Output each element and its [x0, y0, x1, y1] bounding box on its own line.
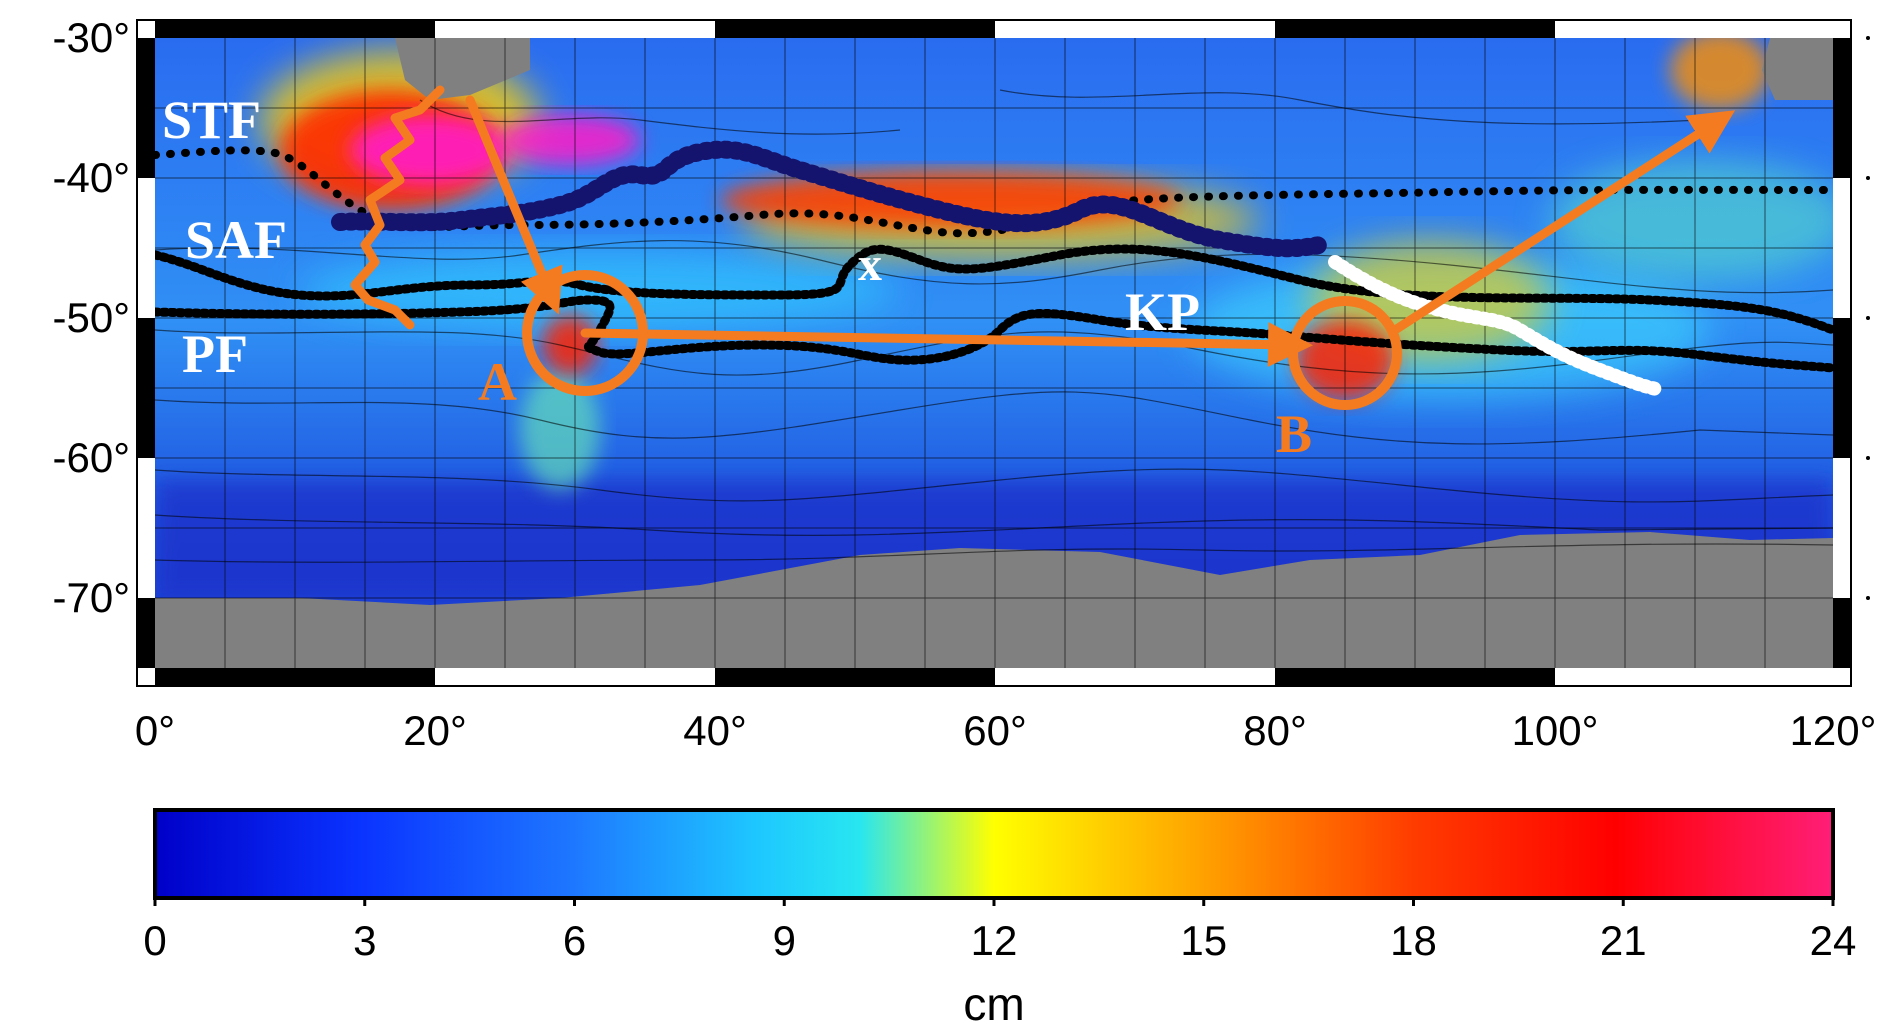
- colorbar-tick-label: 9: [773, 917, 796, 964]
- colorbar-tick-label: 6: [563, 917, 586, 964]
- map-area: STF SAF PF A B KP x: [155, 38, 1833, 668]
- orange-zigzag-track: [350, 85, 445, 330]
- y-axis-labels: -30° -40° -50° -60° -70°: [53, 14, 131, 621]
- colorbar-ticks: [153, 898, 1835, 906]
- colorbar-tick-label: 15: [1180, 917, 1227, 964]
- x-axis-labels: 0° 20° 40° 60° 80° 100° 120°: [135, 707, 1877, 754]
- saf-label: SAF: [185, 210, 287, 270]
- grid-lines: [155, 38, 1833, 668]
- x-tick-label: 100°: [1512, 707, 1599, 754]
- white-track: [1328, 255, 1667, 397]
- y-tick-label: -70°: [53, 574, 131, 621]
- region-b-label: B: [1276, 404, 1312, 464]
- pf-front-line: [155, 295, 1833, 373]
- colorbar-gradient: [153, 808, 1835, 900]
- transport-arrows: [465, 95, 1736, 368]
- x-tick-label: 20°: [403, 707, 467, 754]
- bathymetry-contours: [155, 89, 1833, 563]
- colorbar-tick-label: 12: [971, 917, 1018, 964]
- y-tick-label: -60°: [53, 434, 131, 481]
- x-tick-label: 40°: [683, 707, 747, 754]
- colorbar-tick-label: 3: [353, 917, 376, 964]
- saf-black-line: [155, 244, 1833, 335]
- stf-front-line: [155, 146, 1833, 238]
- stf-label: STF: [162, 90, 261, 150]
- x-marker-label: x: [858, 238, 882, 291]
- y-tick-label: -30°: [53, 14, 131, 61]
- right-tick-marks: [1866, 36, 1870, 600]
- colorbar-tick-label: 0: [143, 917, 166, 964]
- region-a-label: A: [478, 352, 517, 412]
- colorbar-tick-label: 18: [1390, 917, 1437, 964]
- region-a-circle: [522, 270, 648, 396]
- region-b-circle: [1288, 296, 1402, 410]
- x-tick-label: 120°: [1790, 707, 1877, 754]
- colorbar: 0 3 6 9 12 15 18 21 24 cm: [143, 808, 1857, 1029]
- africa-land: [395, 38, 530, 100]
- y-tick-label: -50°: [53, 294, 131, 341]
- x-tick-label: 0°: [135, 707, 175, 754]
- australia-land: [1762, 38, 1833, 100]
- colorbar-unit-label: cm: [963, 978, 1024, 1029]
- colorbar-tick-label: 24: [1810, 917, 1857, 964]
- pf-label: PF: [182, 324, 248, 384]
- x-tick-label: 80°: [1243, 707, 1307, 754]
- kp-label: KP: [1125, 282, 1200, 342]
- y-tick-label: -40°: [53, 154, 131, 201]
- colorbar-tick-label: 21: [1600, 917, 1647, 964]
- x-tick-label: 60°: [963, 707, 1027, 754]
